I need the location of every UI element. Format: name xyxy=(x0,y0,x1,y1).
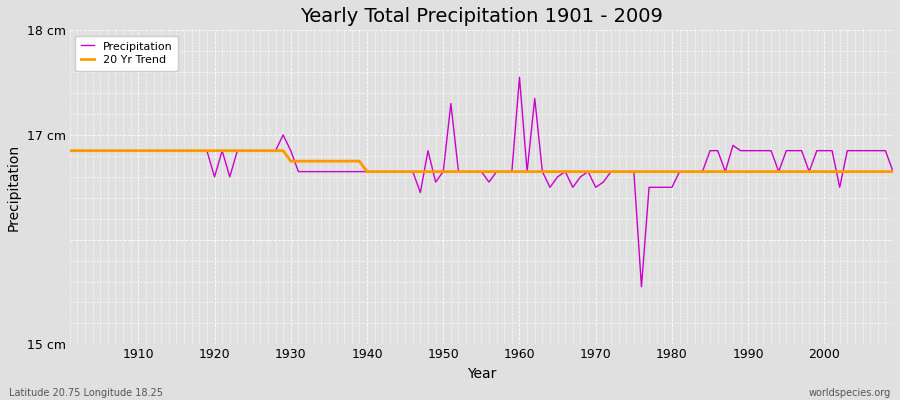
20 Yr Trend xyxy=(125,148,136,153)
Precipitation xyxy=(514,75,525,80)
Line: 20 Yr Trend: 20 Yr Trend xyxy=(69,151,893,172)
Precipitation xyxy=(522,169,533,174)
X-axis label: Year: Year xyxy=(467,367,496,381)
20 Yr Trend xyxy=(64,148,75,153)
Legend: Precipitation, 20 Yr Trend: Precipitation, 20 Yr Trend xyxy=(76,36,178,70)
Y-axis label: Precipitation: Precipitation xyxy=(7,144,21,231)
Text: Latitude 20.75 Longitude 18.25: Latitude 20.75 Longitude 18.25 xyxy=(9,388,163,398)
20 Yr Trend xyxy=(522,169,533,174)
Text: worldspecies.org: worldspecies.org xyxy=(809,388,891,398)
20 Yr Trend xyxy=(293,159,304,164)
20 Yr Trend xyxy=(887,169,898,174)
Precipitation xyxy=(64,148,75,153)
20 Yr Trend xyxy=(514,169,525,174)
Title: Yearly Total Precipitation 1901 - 2009: Yearly Total Precipitation 1901 - 2009 xyxy=(300,7,662,26)
Line: Precipitation: Precipitation xyxy=(69,77,893,287)
Precipitation xyxy=(338,169,349,174)
20 Yr Trend xyxy=(362,169,373,174)
Precipitation xyxy=(887,169,898,174)
Precipitation xyxy=(293,169,304,174)
Precipitation xyxy=(125,148,136,153)
20 Yr Trend xyxy=(613,169,624,174)
Precipitation xyxy=(636,284,647,289)
Precipitation xyxy=(613,169,624,174)
Precipitation xyxy=(507,169,517,174)
20 Yr Trend xyxy=(338,159,349,164)
